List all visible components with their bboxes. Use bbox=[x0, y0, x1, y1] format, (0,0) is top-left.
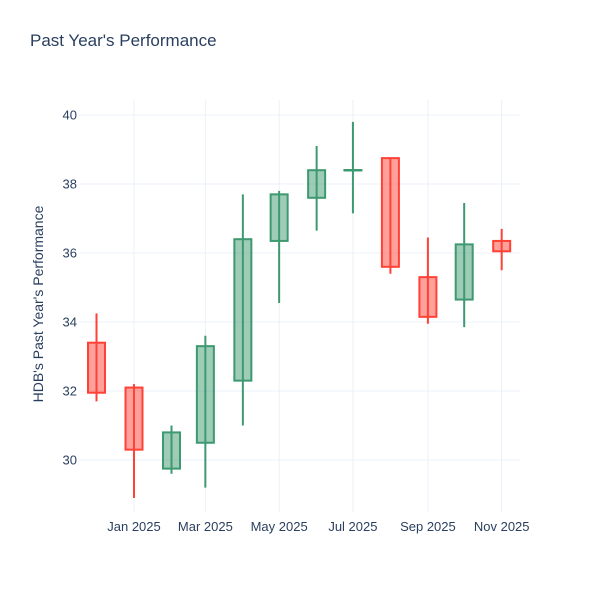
candle-body bbox=[87, 341, 107, 394]
candle-nov-2025[interactable] bbox=[492, 228, 512, 271]
candle-body bbox=[269, 193, 289, 242]
candle-feb-2025[interactable] bbox=[161, 425, 181, 474]
candle-jul-2025[interactable] bbox=[343, 121, 363, 214]
candle-body bbox=[195, 345, 215, 444]
candle-body bbox=[233, 238, 253, 382]
candle-jun-2025[interactable] bbox=[307, 146, 327, 231]
y-tick-label: 34 bbox=[62, 314, 77, 330]
candle-aug-2025[interactable] bbox=[380, 157, 400, 274]
candle-body bbox=[380, 157, 400, 268]
x-tick-label: Mar 2025 bbox=[177, 519, 233, 534]
x-tick-label: Nov 2025 bbox=[473, 519, 530, 534]
y-tick-label: 38 bbox=[62, 176, 77, 192]
candle-body bbox=[307, 169, 327, 199]
candle-jan-2025[interactable] bbox=[124, 384, 144, 498]
y-tick-label: 30 bbox=[62, 452, 77, 468]
candle-body bbox=[124, 386, 144, 451]
candle-dec-2024[interactable] bbox=[87, 313, 107, 402]
x-tick-label: May 2025 bbox=[250, 519, 308, 534]
y-tick-label: 40 bbox=[62, 107, 77, 123]
y-tick-label: 32 bbox=[62, 383, 77, 399]
candle-mar-2025[interactable] bbox=[195, 335, 215, 488]
x-tick-label: Jan 2025 bbox=[107, 519, 161, 534]
candle-oct-2025[interactable] bbox=[454, 202, 474, 328]
x-tick-label: Jul 2025 bbox=[328, 519, 378, 534]
candle-body bbox=[418, 276, 438, 318]
x-tick-label: Sep 2025 bbox=[400, 519, 456, 534]
candle-body bbox=[454, 243, 474, 301]
candle-apr-2025[interactable] bbox=[233, 194, 253, 426]
chart-title: Past Year's Performance bbox=[30, 31, 217, 50]
y-tick-label: 36 bbox=[62, 245, 77, 261]
candle-body bbox=[492, 239, 512, 253]
candle-body bbox=[161, 431, 181, 470]
candle-may-2025[interactable] bbox=[269, 190, 289, 304]
candle-sep-2025[interactable] bbox=[418, 237, 438, 324]
